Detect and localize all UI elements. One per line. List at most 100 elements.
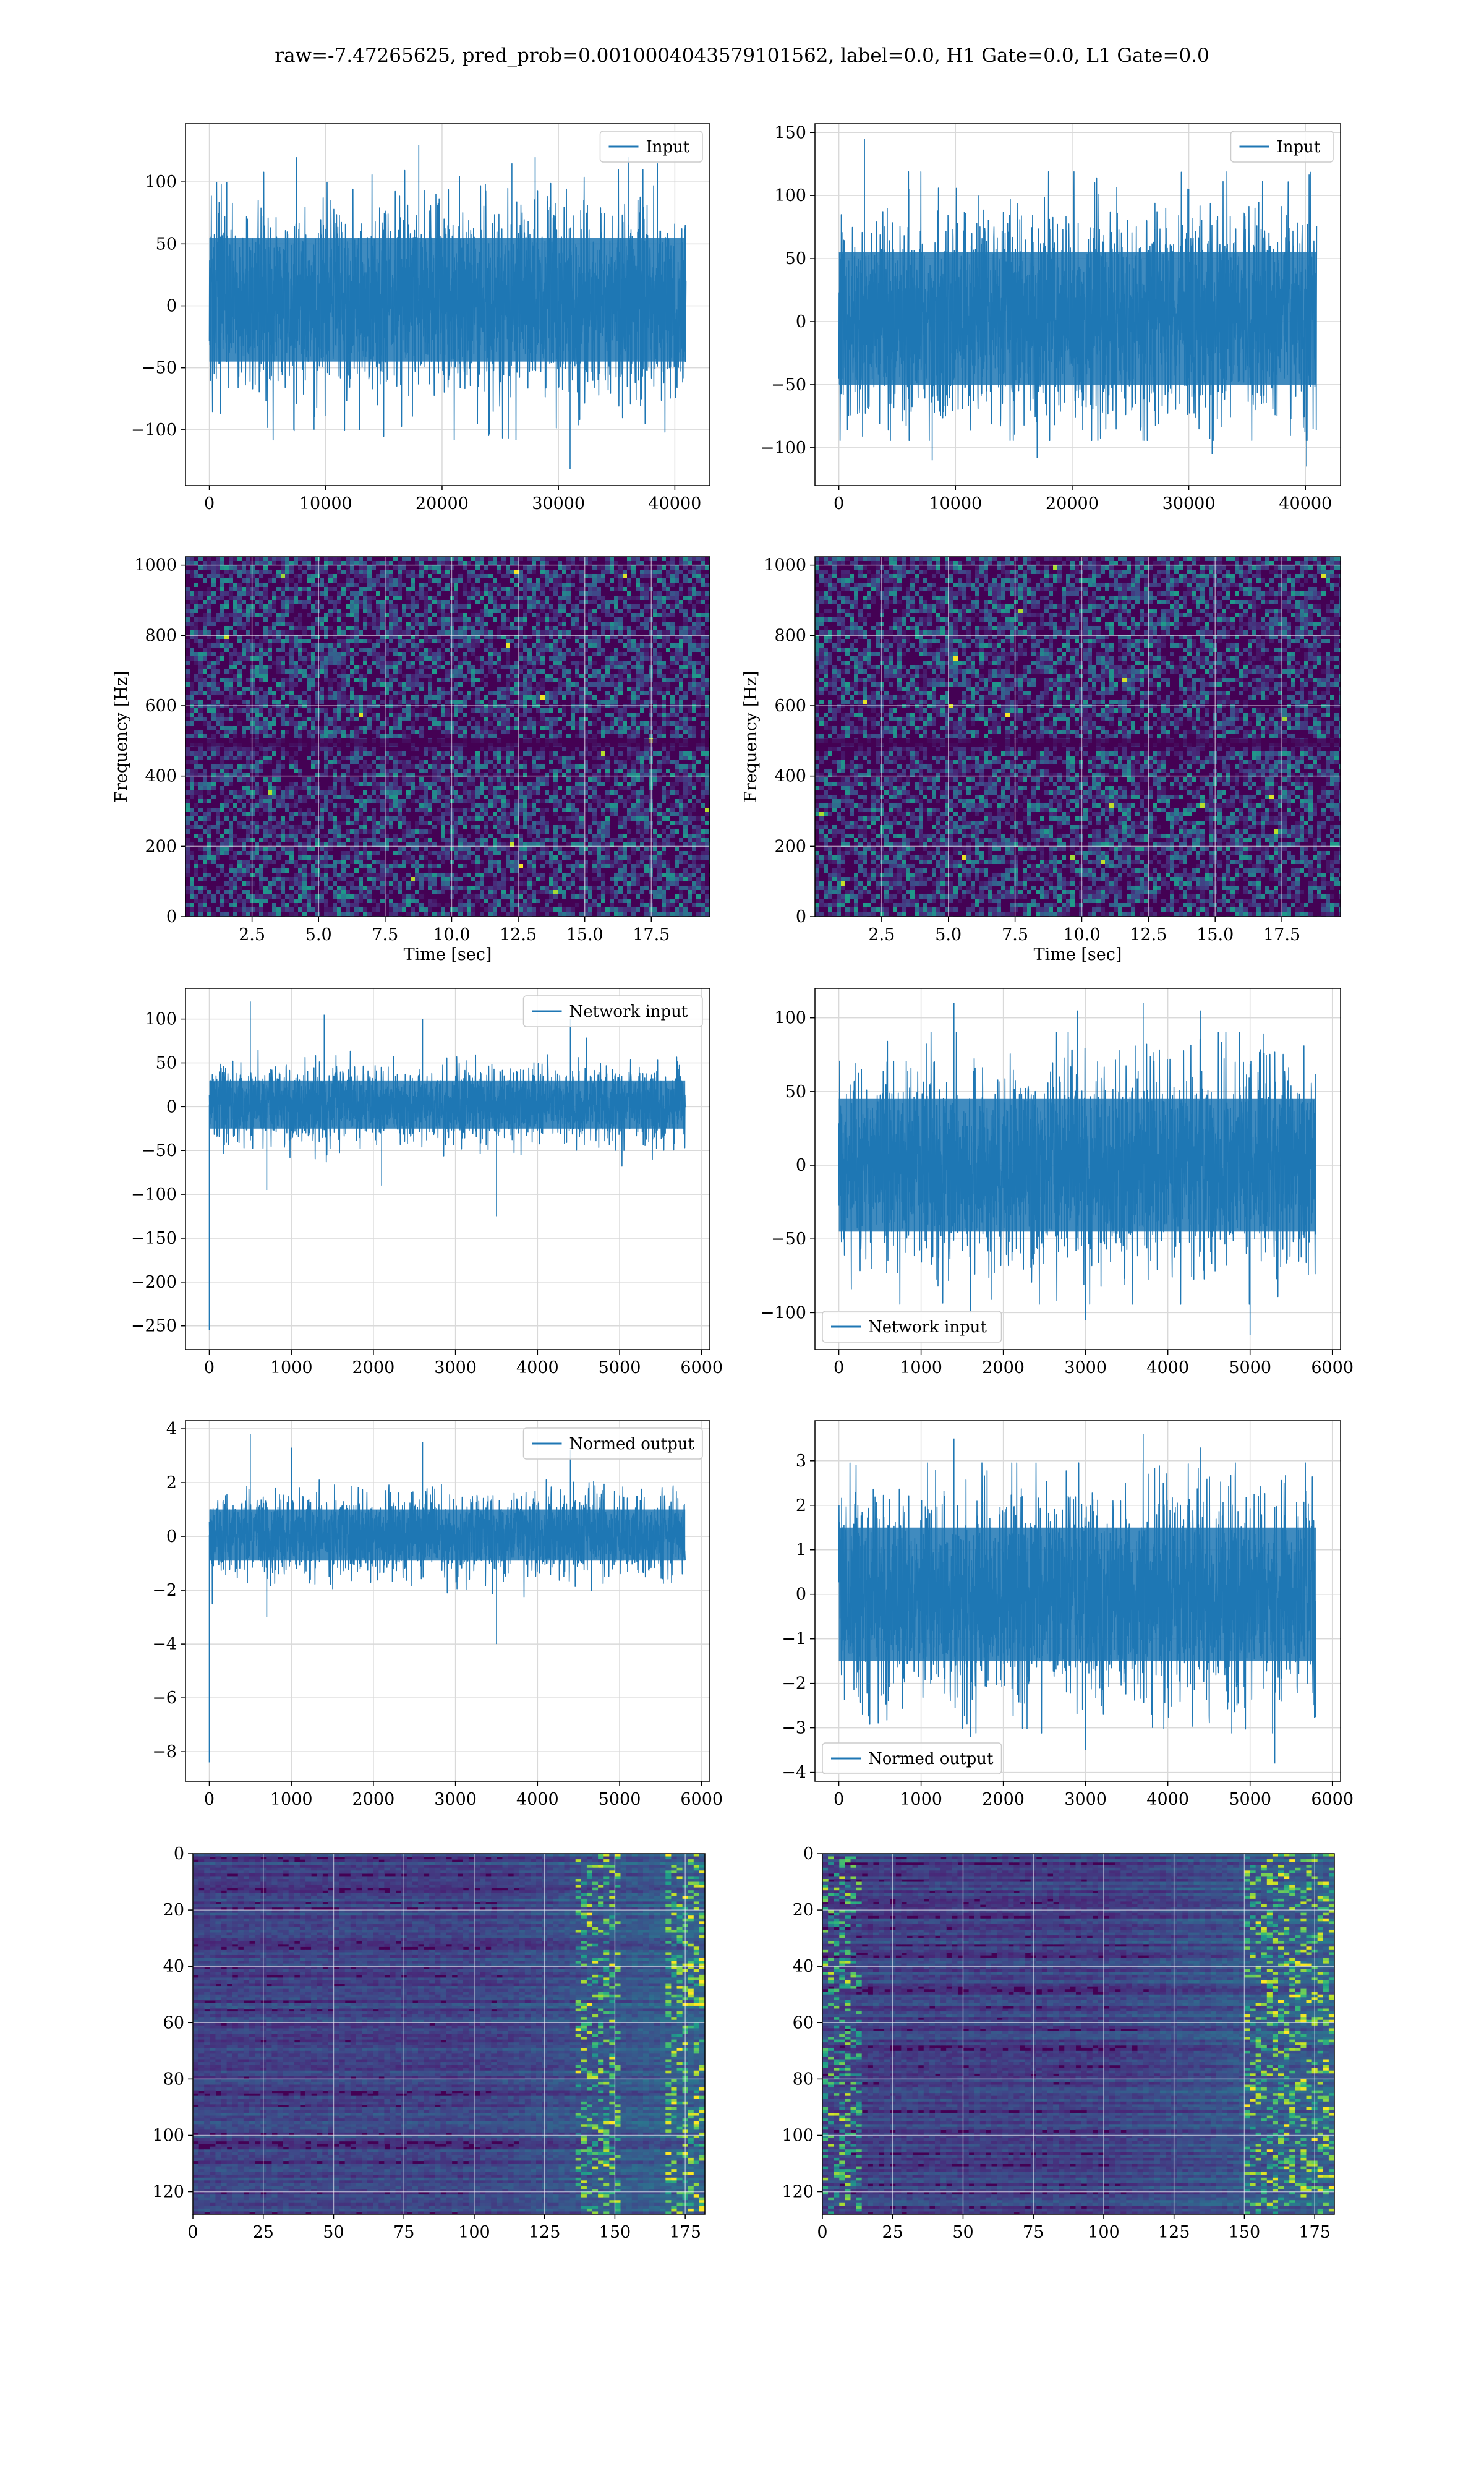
heatmap-cell bbox=[679, 635, 683, 639]
heatmap-cell bbox=[186, 799, 190, 803]
heatmap-cell bbox=[424, 583, 428, 587]
heatmap-cell bbox=[281, 790, 285, 795]
heatmap-cell bbox=[186, 674, 190, 678]
heatmap-cell bbox=[540, 756, 545, 760]
heatmap-cell bbox=[237, 747, 242, 751]
heatmap-cell bbox=[553, 795, 558, 799]
heatmap-cell bbox=[229, 751, 233, 756]
heatmap-cell bbox=[194, 574, 198, 578]
heatmap-cell bbox=[424, 760, 428, 764]
heatmap-cell bbox=[623, 626, 627, 630]
heatmap-cell bbox=[402, 604, 406, 609]
heatmap-cell bbox=[307, 812, 311, 816]
heatmap-cell bbox=[463, 726, 467, 730]
heatmap-cell bbox=[324, 674, 328, 678]
heatmap-cell bbox=[636, 734, 640, 738]
heatmap-cell bbox=[683, 803, 688, 808]
heatmap-cell bbox=[315, 782, 320, 786]
heatmap-cell bbox=[320, 808, 324, 812]
heatmap-cell bbox=[437, 726, 441, 730]
heatmap-cell bbox=[354, 652, 359, 656]
y-tick-label: 100 bbox=[145, 173, 177, 192]
heatmap-cell bbox=[445, 708, 450, 713]
heatmap-cell bbox=[411, 661, 415, 665]
heatmap-cell bbox=[618, 713, 623, 717]
heatmap-cell bbox=[233, 773, 237, 777]
heatmap-cell bbox=[233, 600, 237, 604]
heatmap-cell bbox=[640, 643, 644, 648]
heatmap-cell bbox=[662, 747, 666, 751]
heatmap-cell bbox=[527, 687, 532, 691]
heatmap-cell bbox=[601, 812, 605, 816]
heatmap-cell bbox=[203, 565, 207, 570]
heatmap-cell bbox=[402, 821, 406, 825]
heatmap-cell bbox=[584, 790, 588, 795]
heatmap-cell bbox=[237, 825, 242, 829]
heatmap-cell bbox=[341, 687, 346, 691]
heatmap-cell bbox=[229, 777, 233, 782]
heatmap-cell bbox=[705, 687, 709, 691]
heatmap-cell bbox=[255, 665, 259, 669]
heatmap-cell bbox=[359, 816, 363, 821]
heatmap-cell bbox=[627, 799, 631, 803]
heatmap-cell bbox=[428, 665, 432, 669]
heatmap-cell bbox=[398, 596, 402, 600]
heatmap-cell bbox=[536, 587, 540, 591]
heatmap-cell bbox=[333, 790, 337, 795]
heatmap-cell bbox=[614, 803, 618, 808]
heatmap-cell bbox=[679, 656, 683, 661]
heatmap-cell bbox=[281, 816, 285, 821]
heatmap-cell bbox=[701, 583, 705, 587]
heatmap-cell bbox=[398, 622, 402, 626]
heatmap-cell bbox=[198, 730, 203, 734]
heatmap-cell bbox=[289, 665, 294, 669]
heatmap-cell bbox=[614, 596, 618, 600]
heatmap-cell bbox=[701, 773, 705, 777]
heatmap-cell bbox=[467, 578, 471, 583]
heatmap-cell bbox=[631, 747, 636, 751]
heatmap-cell bbox=[688, 726, 692, 730]
heatmap-cell bbox=[320, 747, 324, 751]
heatmap-cell bbox=[380, 609, 385, 613]
heatmap-cell bbox=[320, 578, 324, 583]
heatmap-cell bbox=[380, 583, 385, 587]
heatmap-cell bbox=[532, 626, 536, 630]
heatmap-cell bbox=[246, 816, 250, 821]
heatmap-cell bbox=[324, 713, 328, 717]
heatmap-cell bbox=[475, 756, 480, 760]
heatmap-cell bbox=[458, 639, 463, 643]
heatmap-cell bbox=[510, 764, 514, 769]
heatmap-cell bbox=[501, 574, 506, 578]
heatmap-cell bbox=[307, 600, 311, 604]
legend: Input bbox=[1230, 131, 1334, 163]
heatmap-cell bbox=[649, 604, 653, 609]
heatmap-cell bbox=[514, 756, 519, 760]
heatmap-cell bbox=[367, 574, 372, 578]
heatmap-cell bbox=[701, 803, 705, 808]
heatmap-cell bbox=[592, 782, 597, 786]
heatmap-cell bbox=[497, 782, 501, 786]
heatmap-cell bbox=[696, 829, 701, 834]
heatmap-cell bbox=[324, 803, 328, 808]
heatmap-cell bbox=[307, 578, 311, 583]
heatmap-cell bbox=[220, 713, 224, 717]
heatmap-cell bbox=[696, 557, 701, 561]
heatmap-cell bbox=[263, 721, 268, 726]
heatmap-cell bbox=[540, 669, 545, 674]
heatmap-cell bbox=[432, 622, 437, 626]
heatmap-cell bbox=[510, 747, 514, 751]
heatmap-cell bbox=[618, 622, 623, 626]
heatmap-cell bbox=[255, 808, 259, 812]
heatmap-cell bbox=[311, 652, 315, 656]
heatmap-cell bbox=[259, 674, 263, 678]
heatmap-cell bbox=[337, 708, 341, 713]
heatmap-cell bbox=[289, 764, 294, 769]
heatmap-cell bbox=[653, 574, 657, 578]
heatmap-cell bbox=[281, 630, 285, 635]
heatmap-cell bbox=[497, 591, 501, 596]
heatmap-cell bbox=[255, 600, 259, 604]
heatmap-cell bbox=[233, 734, 237, 738]
heatmap-cell bbox=[194, 635, 198, 639]
heatmap-cell bbox=[294, 561, 298, 565]
heatmap-cell bbox=[640, 665, 644, 669]
